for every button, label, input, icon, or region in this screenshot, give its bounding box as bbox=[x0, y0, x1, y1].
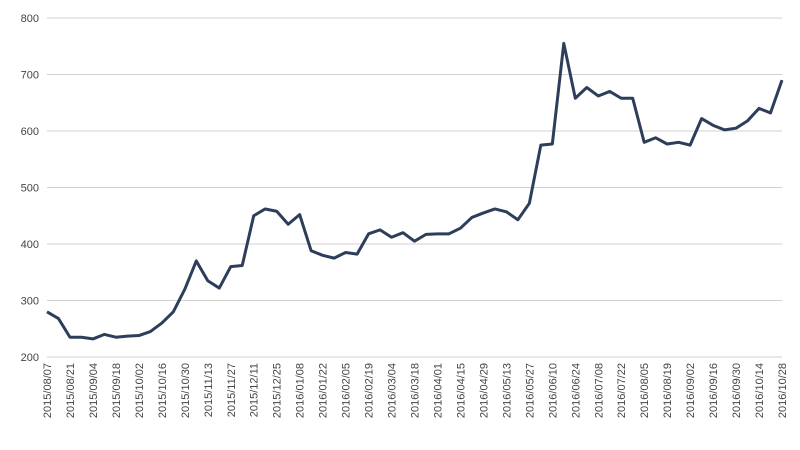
y-tick-label: 700 bbox=[21, 70, 39, 82]
x-tick-label: 2016/08/05 bbox=[639, 363, 651, 418]
x-tick-label: 2016/10/28 bbox=[777, 363, 789, 418]
x-tick-label: 2016/06/24 bbox=[570, 363, 582, 418]
x-tick-label: 2016/01/22 bbox=[318, 363, 330, 418]
x-tick-label: 2015/09/18 bbox=[111, 363, 123, 418]
x-tick-label: 2015/08/21 bbox=[65, 363, 77, 418]
x-tick-label: 2015/12/11 bbox=[249, 363, 261, 417]
x-tick-label: 2015/08/07 bbox=[42, 363, 54, 418]
y-tick-label: 800 bbox=[21, 13, 39, 25]
x-tick-label: 2016/01/08 bbox=[295, 363, 307, 418]
data-line bbox=[46, 41, 784, 341]
x-tick-label: 2015/11/13 bbox=[203, 363, 215, 417]
x-tick-label: 2015/10/16 bbox=[157, 363, 169, 418]
x-tick-label: 2016/06/10 bbox=[547, 363, 559, 418]
x-tick-label: 2016/09/02 bbox=[685, 363, 697, 418]
x-tick-label: 2016/09/30 bbox=[731, 363, 743, 418]
y-tick-label: 200 bbox=[21, 352, 39, 364]
x-tick-label: 2016/02/05 bbox=[341, 363, 353, 418]
y-tick-label: 500 bbox=[21, 183, 39, 195]
y-tick-label: 300 bbox=[21, 296, 39, 308]
x-tick-label: 2016/07/08 bbox=[593, 363, 605, 418]
x-tick-label: 2016/02/19 bbox=[364, 363, 376, 418]
x-tick-label: 2016/10/14 bbox=[754, 363, 766, 418]
y-tick-label: 600 bbox=[21, 126, 39, 138]
x-tick-label: 2015/10/02 bbox=[134, 363, 146, 418]
x-tick-label: 2016/09/16 bbox=[708, 363, 720, 418]
x-tick-label: 2016/04/29 bbox=[478, 363, 490, 418]
x-tick-label: 2015/12/25 bbox=[272, 363, 284, 418]
x-tick-label: 2015/10/30 bbox=[180, 363, 192, 418]
x-tick-label: 2015/09/04 bbox=[88, 363, 100, 418]
x-tick-label: 2016/04/01 bbox=[432, 363, 444, 418]
x-tick-label: 2015/11/27 bbox=[226, 363, 238, 417]
x-tick-label: 2016/08/19 bbox=[662, 363, 674, 418]
x-tick-label: 2016/03/18 bbox=[410, 363, 422, 418]
x-tick-label: 2016/05/13 bbox=[501, 363, 513, 418]
x-tick-label: 2016/05/27 bbox=[524, 363, 536, 418]
x-tick-label: 2016/07/22 bbox=[616, 363, 628, 418]
y-tick-label: 400 bbox=[21, 239, 39, 251]
x-tick-label: 2016/03/04 bbox=[387, 363, 399, 418]
x-tick-label: 2016/04/15 bbox=[455, 363, 467, 418]
